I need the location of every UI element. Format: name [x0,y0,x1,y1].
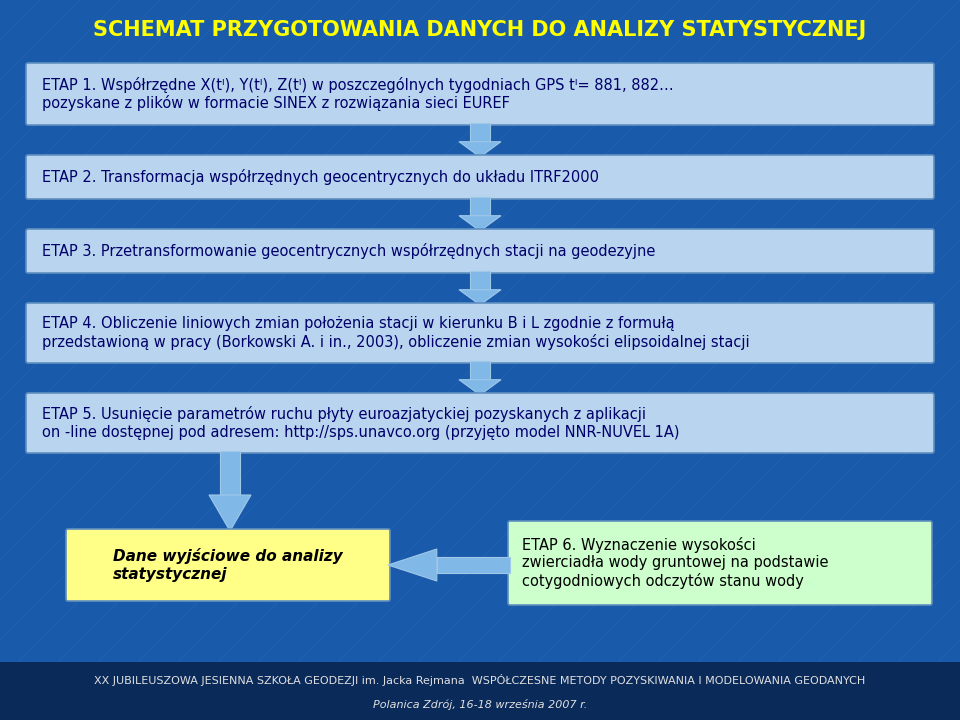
Polygon shape [437,557,510,573]
Text: Polanica Zdrój, 16-18 września 2007 r.: Polanica Zdrój, 16-18 września 2007 r. [372,698,588,709]
Polygon shape [220,451,240,495]
FancyBboxPatch shape [66,529,390,601]
Polygon shape [470,123,490,142]
FancyBboxPatch shape [508,521,932,605]
Polygon shape [470,271,490,289]
Polygon shape [470,361,490,379]
Polygon shape [470,197,490,216]
Text: Dane wyjściowe do analizy
statystycznej: Dane wyjściowe do analizy statystycznej [113,549,343,582]
FancyBboxPatch shape [26,303,934,363]
FancyBboxPatch shape [26,229,934,273]
Text: SCHEMAT PRZYGOTOWANIA DANYCH DO ANALIZY STATYSTYCZNEJ: SCHEMAT PRZYGOTOWANIA DANYCH DO ANALIZY … [93,20,867,40]
Text: XX JUBILEUSZOWA JESIENNA SZKOŁA GEODEZJI im. Jacka Rejmana  WSPÓŁCZESNE METODY P: XX JUBILEUSZOWA JESIENNA SZKOŁA GEODEZJI… [94,674,866,686]
Polygon shape [459,142,501,157]
FancyBboxPatch shape [0,662,960,720]
Polygon shape [459,216,501,231]
FancyBboxPatch shape [26,393,934,453]
Polygon shape [459,379,501,395]
Text: ETAP 3. Przetransformowanie geocentrycznych współrzędnych stacji na geodezyjne: ETAP 3. Przetransformowanie geocentryczn… [42,243,656,259]
Text: ETAP 4. Obliczenie liniowych zmian położenia stacji w kierunku B i L zgodnie z f: ETAP 4. Obliczenie liniowych zmian położ… [42,316,750,350]
FancyBboxPatch shape [26,63,934,125]
Polygon shape [209,495,251,531]
FancyBboxPatch shape [26,155,934,199]
Text: ETAP 5. Usunięcie parametrów ruchu płyty euroazjatyckiej pozyskanych z aplikacji: ETAP 5. Usunięcie parametrów ruchu płyty… [42,406,680,440]
Text: ETAP 6. Wyznaczenie wysokości
zwierciadła wody gruntowej na podstawie
cotygodnio: ETAP 6. Wyznaczenie wysokości zwierciadł… [522,537,828,589]
Polygon shape [388,549,437,581]
Text: ETAP 1. Współrzędne X(tᴵ), Y(tᴵ), Z(tᴵ) w poszczególnych tygodniach GPS tᴵ= 881,: ETAP 1. Współrzędne X(tᴵ), Y(tᴵ), Z(tᴵ) … [42,77,674,112]
Polygon shape [459,289,501,305]
Text: ETAP 2. Transformacja współrzędnych geocentrycznych do układu ITRF2000: ETAP 2. Transformacja współrzędnych geoc… [42,169,599,185]
